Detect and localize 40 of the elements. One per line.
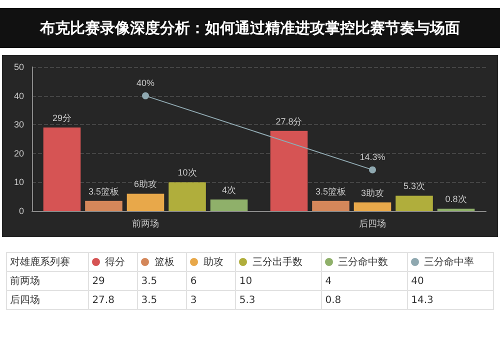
y-tick-label: 50 [14, 62, 24, 72]
data-label: 3助攻 [360, 188, 384, 198]
data-label: 5.3次 [403, 181, 426, 192]
text: 0.8 [322, 290, 408, 310]
data-label: 10次 [178, 168, 197, 178]
legend-label: 三分命中数 [322, 252, 408, 272]
data-label: 14.3% [360, 152, 386, 162]
text: 10 [236, 272, 322, 290]
text: 3.5 [138, 290, 187, 310]
data-label: 27.8分 [276, 116, 302, 126]
data-label: 4次 [222, 184, 236, 195]
data-label: 40% [136, 78, 155, 88]
text: 40 [408, 272, 494, 290]
category-label: 后四场 [10, 295, 40, 306]
text: 14.3 [408, 290, 494, 310]
data-label: 3.5篮板 [315, 186, 346, 196]
legend-title: 对雄鹿系列赛 [6, 252, 89, 272]
y-tick-label: 20 [14, 148, 24, 158]
data-label: 6助攻 [134, 179, 158, 190]
text: 3.5 [138, 272, 187, 290]
legend-label: 三分出手数 [236, 252, 322, 272]
data-label: 29分 [52, 112, 72, 123]
text: 27.8 [88, 290, 138, 310]
y-tick-label: 40 [14, 90, 24, 101]
legend-label: 篮板 [138, 252, 187, 272]
text: 3 [186, 290, 236, 310]
data-label: 3.5篮板 [88, 186, 120, 196]
data-label: 0.8次 [445, 194, 467, 204]
legend-label: 三分命中率 [408, 252, 494, 272]
y-tick-label: 10 [14, 177, 24, 188]
y-tick-label: 30 [14, 120, 24, 130]
text: 5.3 [236, 290, 322, 310]
chart-title: 布克比赛录像深度分析：如何通过精准进攻掌控比赛节奏与场面 [0, 8, 500, 48]
legend-label: 助攻 [186, 252, 236, 272]
text: 6 [186, 272, 236, 290]
text: 4 [322, 272, 408, 290]
y-tick-label: 0 [18, 206, 24, 216]
category-label: 前两场 [10, 276, 40, 287]
legend-label: 得分 [88, 252, 138, 272]
text: 29 [88, 272, 138, 290]
